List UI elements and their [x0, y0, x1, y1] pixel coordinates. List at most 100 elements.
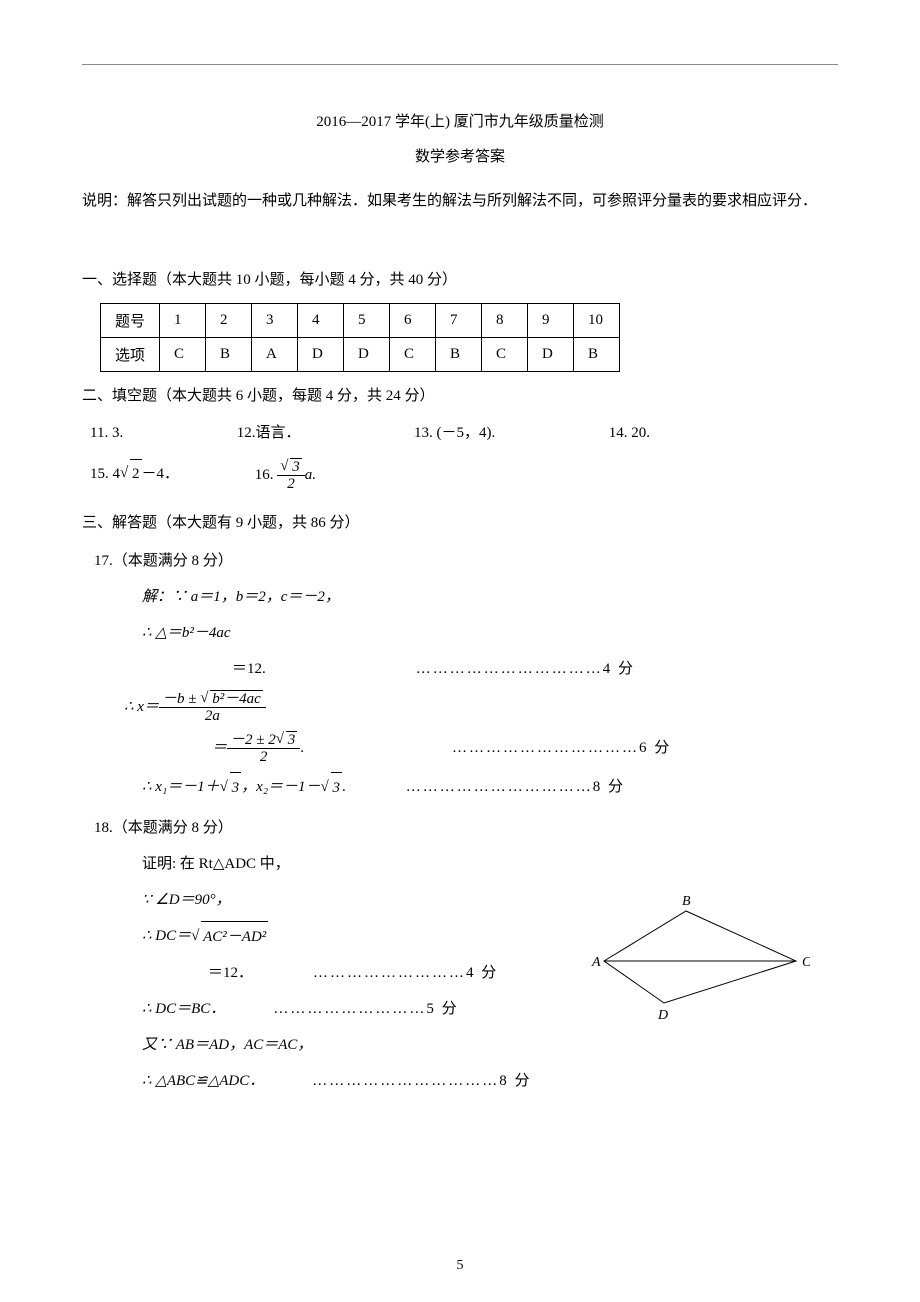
q17-l4-num-sqrt: b²－4ac: [210, 690, 263, 708]
q18-l3-lhs: ∴ DC＝: [142, 921, 191, 951]
table-cell: D: [344, 338, 390, 372]
sqrt-icon: 3: [276, 731, 298, 749]
section-3-heading: 三、解答题（本大题有 9 小题，共 86 分）: [82, 511, 838, 532]
table-head-label: 题号: [101, 304, 160, 338]
table-cell: 10: [574, 304, 620, 338]
q17-l3-mark: ……………………………4 分: [416, 654, 635, 684]
table-cell: 6: [390, 304, 436, 338]
table-cell: A: [252, 338, 298, 372]
q17-l5-mark: ……………………………6 分: [452, 733, 671, 763]
q17-l6-c: .: [342, 772, 346, 802]
table-cell: 9: [528, 304, 574, 338]
fill-15-pre: 15. 4: [90, 466, 120, 482]
table-cell: D: [298, 338, 344, 372]
spacer: [82, 222, 838, 250]
table-cell: B: [206, 338, 252, 372]
q17-l5-num: －2 ± 23: [227, 731, 300, 750]
q18-l4-val: ＝12．: [208, 958, 253, 988]
table-row: 选项 C B A D D C B C D B: [101, 338, 620, 372]
fill-15-post: －4．: [142, 466, 180, 482]
table-cell: 8: [482, 304, 528, 338]
fill-12: 12.语言．: [237, 419, 301, 448]
q17-l4: ∴ x＝ －b ± b²－4ac 2a: [124, 690, 838, 725]
title-line-2: 数学参考答案: [82, 145, 838, 166]
section-2-heading: 二、填空题（本大题共 6 小题，每题 4 分，共 24 分）: [82, 384, 838, 405]
q17-l5-post: .: [300, 733, 304, 763]
table-cell: 7: [436, 304, 482, 338]
q17-l5-num-a: －2 ± 2: [230, 732, 276, 748]
fill-16-post: a.: [305, 466, 316, 482]
fill-11: 11. 3.: [90, 419, 123, 448]
q18-l5-val: ∴ DC＝BC．: [142, 994, 225, 1024]
q17-l6-s1: 3: [230, 772, 242, 803]
table-cell: 5: [344, 304, 390, 338]
fill-16-pre: 16.: [255, 466, 278, 482]
sqrt-icon: 2: [120, 459, 142, 489]
q17-l4-num-a: －b ±: [162, 691, 200, 707]
fill-13: 13. (－5，4).: [414, 419, 495, 448]
q18-l6-text: 又∵ AB＝AD，AC＝AC，: [142, 1037, 312, 1053]
fill-16-num: 3: [277, 458, 305, 477]
fill-16-num-sqrt: 3: [290, 458, 302, 476]
table-row: 题号 1 2 3 4 5 6 7 8 9 10: [101, 304, 620, 338]
sqrt-icon: 3: [220, 772, 242, 803]
q17-l6-mark: ……………………………8 分: [406, 772, 625, 802]
q17-l5: ＝ －2 ± 23 2 . ……………………………6 分: [82, 731, 838, 766]
q18-figure-label-A: A: [591, 955, 601, 970]
q18-l1: 证明: 在 Rt△ADC 中，: [142, 849, 838, 879]
table-cell: 3: [252, 304, 298, 338]
fill-15-sqrt: 2: [130, 459, 142, 489]
table-cell: C: [160, 338, 206, 372]
fill-16-den: 2: [277, 476, 305, 493]
table-cell: B: [574, 338, 620, 372]
sqrt-icon: 3: [321, 772, 343, 803]
table-cell: 2: [206, 304, 252, 338]
q17-head: 17.（本题满分 8 分）: [94, 546, 838, 576]
page: 2016—2017 学年(上) 厦门市九年级质量检测 数学参考答案 说明：解答只…: [0, 0, 920, 1302]
table-cell: D: [528, 338, 574, 372]
title-line-1: 2016—2017 学年(上) 厦门市九年级质量检测: [82, 110, 838, 131]
fraction: －2 ± 23 2: [227, 731, 300, 766]
table-cell: 4: [298, 304, 344, 338]
table-cell: B: [436, 338, 482, 372]
q17-l1-text: 解：∵ a＝1，b＝2，c＝－2，: [142, 589, 340, 605]
sqrt-icon: AC²－AD²: [191, 921, 268, 952]
table-cell: 1: [160, 304, 206, 338]
answers-table: 题号 1 2 3 4 5 6 7 8 9 10 选项 C B A D D C B…: [100, 303, 620, 372]
fill-row-1: 11. 3. 12.语言． 13. (－5，4). 14. 20.: [90, 419, 650, 448]
q18-l2-text: ∵ ∠D＝90°，: [142, 892, 231, 908]
q17-l3: ＝12. ……………………………4 分: [82, 654, 838, 684]
fill-14: 14. 20.: [609, 419, 650, 448]
fill-15: 15. 4 2－4．: [90, 459, 179, 489]
q18-figure-lines: [604, 911, 796, 1003]
q17-l3-val: ＝12.: [232, 654, 266, 684]
q17-l4-lhs: ∴ x＝: [124, 692, 159, 722]
q18-l7-val: ∴ △ABC≌△ADC．: [142, 1066, 264, 1096]
q18-figure-label-B: B: [682, 895, 691, 909]
table-cell: C: [482, 338, 528, 372]
explanation-note: 说明：解答只列出试题的一种或几种解法．如果考生的解法与所列解法不同，可参照评分量…: [82, 186, 838, 216]
q18-l7-mark: ……………………………8 分: [312, 1066, 531, 1096]
sqrt-icon: b²－4ac: [200, 690, 263, 708]
q18-figure-polygon: [604, 911, 796, 1003]
q17-l6-b: ，x₂＝－1－: [241, 772, 320, 802]
fraction: 3 2: [277, 458, 305, 493]
q18-l1-text: 证明: 在 Rt△ADC 中，: [142, 856, 290, 872]
q17-l6: ∴ x₁＝－1＋3，x₂＝－1－3. ……………………………8 分: [142, 772, 838, 803]
q18-figure-label-D: D: [657, 1008, 668, 1023]
q18-figure-label-C: C: [802, 955, 810, 970]
q17-l4-den: 2a: [159, 708, 266, 725]
section-1-heading: 一、选择题（本大题共 10 小题，每小题 4 分，共 40 分）: [82, 268, 838, 289]
q17-l1: 解：∵ a＝1，b＝2，c＝－2，: [142, 582, 838, 612]
q17-l6-s2: 3: [331, 772, 343, 803]
q18-l7: ∴ △ABC≌△ADC． ……………………………8 分: [142, 1066, 838, 1096]
q17-l4-num: －b ± b²－4ac: [159, 690, 266, 709]
fill-16: 16. 3 2 a.: [255, 458, 316, 493]
fraction: －b ± b²－4ac 2a: [159, 690, 266, 725]
sqrt-icon: 3: [280, 458, 302, 476]
q17-l5-pre: ＝: [212, 733, 227, 763]
q17-l2-text: ∴ △＝b²－4ac: [142, 625, 230, 641]
q18-l3-sqrt: AC²－AD²: [201, 921, 268, 952]
table-opt-label: 选项: [101, 338, 160, 372]
page-number: 5: [0, 1258, 920, 1274]
